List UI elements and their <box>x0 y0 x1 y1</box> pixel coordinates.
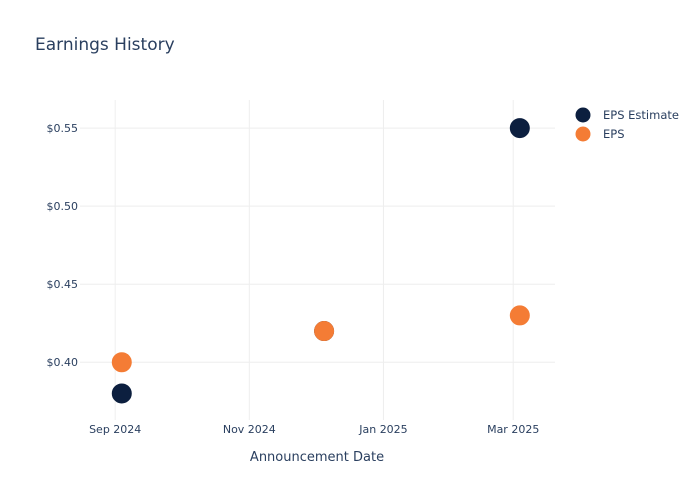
y-tick-label: $0.55 <box>47 122 79 135</box>
data-point[interactable] <box>111 352 132 373</box>
data-point[interactable] <box>111 383 132 404</box>
x-tick-label: Nov 2024 <box>223 423 276 436</box>
legend: EPS Estimate EPS <box>575 107 679 142</box>
labels-layer: Sep 2024 Nov 2024 Jan 2025 Mar 2025 $0.40 $0.… <box>47 122 540 436</box>
data-point[interactable] <box>314 321 335 342</box>
series-eps-estimate <box>111 118 530 404</box>
legend-marker <box>575 107 591 123</box>
data-point[interactable] <box>509 305 530 326</box>
data-point[interactable] <box>509 118 530 139</box>
legend-label: EPS Estimate <box>603 108 679 122</box>
grid-layer <box>80 100 555 420</box>
y-tick-label: $0.45 <box>47 278 79 291</box>
chart-title: Earnings History <box>35 35 175 55</box>
y-tick-label: $0.50 <box>47 200 79 213</box>
x-axis-title: Announcement Date <box>250 450 384 465</box>
marks-layer <box>111 118 530 404</box>
x-tick-label: Sep 2024 <box>89 423 141 436</box>
legend-item[interactable]: EPS <box>575 126 625 142</box>
y-tick-label: $0.40 <box>47 356 79 369</box>
legend-item[interactable]: EPS Estimate <box>575 107 679 123</box>
x-tick-label: Mar 2025 <box>487 423 539 436</box>
legend-label: EPS <box>603 127 625 141</box>
x-tick-label: Jan 2025 <box>358 423 407 436</box>
legend-marker <box>575 126 591 142</box>
series-eps <box>111 305 530 373</box>
